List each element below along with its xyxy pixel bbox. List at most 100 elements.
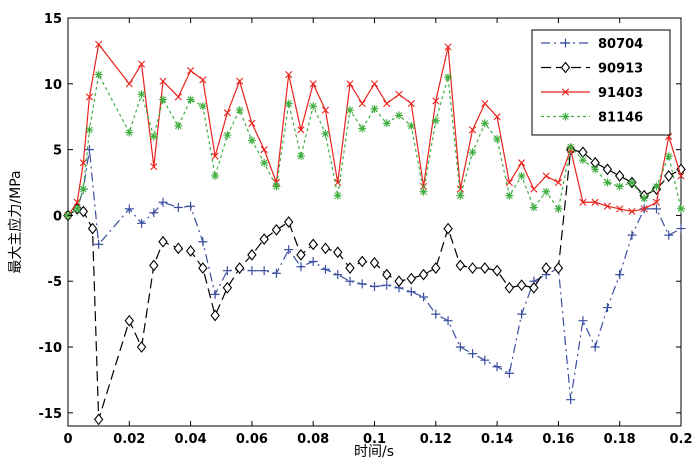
data-point-91403 [554, 178, 562, 187]
data-point-81146 [578, 156, 587, 165]
data-point-81146 [529, 203, 538, 212]
data-point-90913 [296, 249, 306, 261]
data-point-81146 [505, 191, 514, 200]
data-point-91403 [383, 99, 391, 108]
data-point-91403 [603, 202, 612, 210]
x-tick-label: 0.04 [175, 432, 207, 447]
data-point-91403 [358, 99, 366, 108]
data-point-90913 [431, 262, 441, 274]
data-point-91403 [493, 113, 501, 121]
legend-item-81146: 81146 [541, 111, 643, 126]
legend-marker [561, 38, 570, 48]
data-point-81146 [591, 165, 600, 174]
data-point-81146 [79, 185, 88, 194]
data-point-81146 [235, 106, 244, 115]
data-point-90913 [173, 242, 184, 255]
data-point-80704 [333, 270, 343, 280]
data-point-81146 [174, 121, 183, 130]
data-point-80704 [149, 208, 159, 218]
data-point-80704 [124, 204, 134, 214]
data-point-81146 [493, 135, 502, 144]
data-point-80704 [664, 230, 674, 240]
data-point-81146 [517, 171, 526, 180]
y-tick-label: -10 [39, 341, 63, 356]
data-point-81146 [296, 152, 305, 161]
series-90913 [63, 143, 686, 426]
data-point-81146 [554, 204, 563, 213]
data-point-81146 [542, 187, 551, 196]
data-point-80704 [480, 355, 490, 365]
data-point-80704 [651, 204, 661, 214]
data-point-90913 [93, 413, 104, 426]
data-point-80704 [382, 280, 392, 290]
data-point-90913 [345, 262, 355, 274]
data-point-91403 [395, 90, 403, 98]
data-point-81146 [382, 119, 391, 128]
y-tick-label: -5 [48, 275, 62, 290]
series-layer [63, 40, 686, 426]
data-point-90913 [369, 256, 380, 269]
data-point-91403 [530, 185, 538, 193]
data-point-80704 [296, 262, 306, 272]
data-point-91403 [640, 205, 648, 213]
legend-item-80704: 80704 [541, 37, 643, 52]
data-point-81146 [223, 131, 232, 140]
data-point-81146 [159, 95, 168, 104]
data-point-91403 [187, 67, 195, 75]
y-tick-label: 5 [53, 144, 62, 159]
series-line-81146 [67, 72, 682, 216]
data-point-80704 [419, 292, 429, 302]
data-point-90913 [247, 249, 257, 261]
data-point-90913 [480, 262, 490, 274]
data-point-91403 [616, 205, 624, 213]
x-axis-label: 时间/s [354, 444, 394, 460]
data-point-81146 [186, 95, 195, 104]
data-point-80704 [198, 237, 208, 247]
legend-label: 81146 [598, 111, 643, 126]
data-point-81146 [652, 182, 661, 191]
legend-marker [560, 61, 571, 74]
legend: 80704 90913 91403 81146 [531, 29, 671, 136]
data-point-91403 [137, 60, 146, 68]
data-point-80704 [431, 309, 441, 319]
data-point-81146 [272, 182, 281, 191]
legend-label: 80704 [598, 37, 643, 52]
data-point-90913 [149, 259, 159, 272]
data-point-91403 [579, 198, 587, 206]
data-point-80704 [357, 279, 367, 289]
data-point-80704 [566, 395, 576, 405]
data-point-80704 [94, 239, 104, 249]
data-point-80704 [247, 266, 257, 276]
data-point-91403 [677, 172, 685, 180]
data-point-90913 [614, 170, 625, 182]
data-point-81146 [468, 148, 477, 157]
data-point-81146 [85, 125, 94, 134]
data-point-80704 [210, 289, 220, 299]
data-point-90913 [210, 309, 220, 322]
data-point-81146 [407, 121, 416, 130]
data-point-80704 [370, 281, 379, 291]
data-point-80704 [676, 224, 686, 234]
data-point-90913 [357, 255, 367, 268]
data-point-91403 [652, 198, 661, 206]
data-point-81146 [211, 171, 220, 180]
data-point-81146 [615, 182, 624, 191]
data-point-90913 [124, 314, 135, 327]
legend-box [531, 29, 671, 136]
data-point-91403 [628, 207, 636, 216]
data-point-90913 [529, 281, 539, 294]
data-point-81146 [137, 90, 146, 99]
data-point-90913 [185, 245, 196, 257]
data-point-91403 [542, 172, 550, 180]
data-point-80704 [492, 362, 502, 372]
data-point-91403 [236, 77, 244, 85]
x-tick-label: 0.12 [420, 432, 452, 447]
legend-label: 91403 [598, 86, 643, 101]
legend-item-90913: 90913 [541, 62, 643, 77]
data-point-91403 [125, 80, 133, 88]
data-point-90913 [553, 262, 564, 274]
data-point-80704 [84, 145, 94, 155]
data-point-80704 [222, 266, 232, 276]
x-tick-label: 0.08 [297, 432, 329, 447]
